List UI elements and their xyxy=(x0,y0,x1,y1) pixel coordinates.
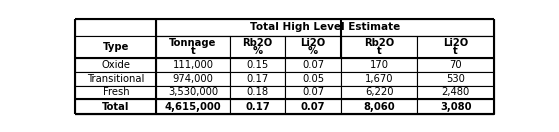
Bar xyxy=(341,36,418,58)
Bar xyxy=(341,72,418,86)
Text: Rb2O: Rb2O xyxy=(243,38,273,48)
Text: Transitional: Transitional xyxy=(87,74,145,84)
Text: Total High Level Estimate: Total High Level Estimate xyxy=(250,22,400,32)
Bar xyxy=(285,58,341,72)
Bar xyxy=(418,86,494,99)
Text: %: % xyxy=(308,46,318,56)
Text: 3,080: 3,080 xyxy=(440,102,471,112)
Bar xyxy=(418,72,494,86)
Text: t: t xyxy=(453,46,458,56)
Text: Type: Type xyxy=(103,42,129,52)
Bar xyxy=(230,36,285,58)
Text: 0.17: 0.17 xyxy=(247,74,269,84)
Text: t: t xyxy=(191,46,196,56)
Text: 4,615,000: 4,615,000 xyxy=(165,102,221,112)
Text: 3,530,000: 3,530,000 xyxy=(168,87,218,97)
Bar xyxy=(157,19,494,36)
Bar xyxy=(157,99,230,114)
Text: 974,000: 974,000 xyxy=(173,74,214,84)
Bar xyxy=(230,72,285,86)
Bar xyxy=(230,99,285,114)
Bar xyxy=(75,58,157,72)
Text: t: t xyxy=(377,46,381,56)
Text: 1,670: 1,670 xyxy=(365,74,394,84)
Bar xyxy=(230,86,285,99)
Text: 530: 530 xyxy=(446,74,465,84)
Text: Li2O: Li2O xyxy=(443,38,468,48)
Text: 2,480: 2,480 xyxy=(442,87,470,97)
Bar xyxy=(418,99,494,114)
Bar xyxy=(157,36,230,58)
Text: Total: Total xyxy=(102,102,130,112)
Text: 0.17: 0.17 xyxy=(245,102,270,112)
Bar xyxy=(75,99,157,114)
Text: 0.07: 0.07 xyxy=(302,87,324,97)
Text: Li2O: Li2O xyxy=(301,38,326,48)
Text: 170: 170 xyxy=(369,60,389,70)
Bar xyxy=(75,72,157,86)
Text: 0.18: 0.18 xyxy=(247,87,268,97)
Bar xyxy=(157,58,230,72)
Text: 0.07: 0.07 xyxy=(301,102,325,112)
Bar xyxy=(75,36,157,58)
Text: 6,220: 6,220 xyxy=(365,87,394,97)
Bar xyxy=(341,58,418,72)
Bar xyxy=(157,86,230,99)
Bar xyxy=(75,86,157,99)
Bar xyxy=(285,99,341,114)
Bar xyxy=(418,58,494,72)
Text: 8,060: 8,060 xyxy=(363,102,395,112)
Text: Tonnage: Tonnage xyxy=(169,38,217,48)
Bar xyxy=(418,36,494,58)
Bar xyxy=(341,86,418,99)
Text: Fresh: Fresh xyxy=(102,87,129,97)
Text: 70: 70 xyxy=(449,60,462,70)
Bar xyxy=(341,99,418,114)
Bar xyxy=(75,19,157,36)
Bar xyxy=(285,86,341,99)
Text: 0.15: 0.15 xyxy=(247,60,269,70)
Text: 0.05: 0.05 xyxy=(302,74,324,84)
Bar xyxy=(285,72,341,86)
Text: 0.07: 0.07 xyxy=(302,60,324,70)
Bar xyxy=(157,72,230,86)
Bar xyxy=(285,36,341,58)
Bar xyxy=(230,58,285,72)
Text: %: % xyxy=(253,46,263,56)
Text: 111,000: 111,000 xyxy=(173,60,214,70)
Text: Oxide: Oxide xyxy=(101,60,130,70)
Text: Rb2O: Rb2O xyxy=(364,38,394,48)
